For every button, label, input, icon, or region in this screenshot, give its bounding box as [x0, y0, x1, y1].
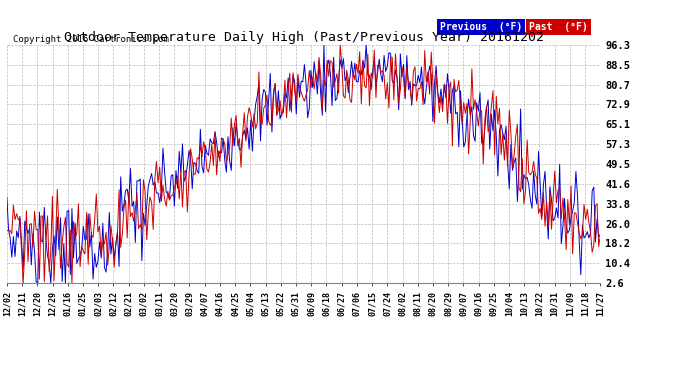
- Text: Copyright 2016 Cartronics.com: Copyright 2016 Cartronics.com: [13, 36, 169, 45]
- Title: Outdoor Temperature Daily High (Past/Previous Year) 20161202: Outdoor Temperature Daily High (Past/Pre…: [63, 31, 544, 44]
- Text: Past  (°F): Past (°F): [529, 22, 588, 32]
- Text: Previous  (°F): Previous (°F): [440, 22, 522, 32]
